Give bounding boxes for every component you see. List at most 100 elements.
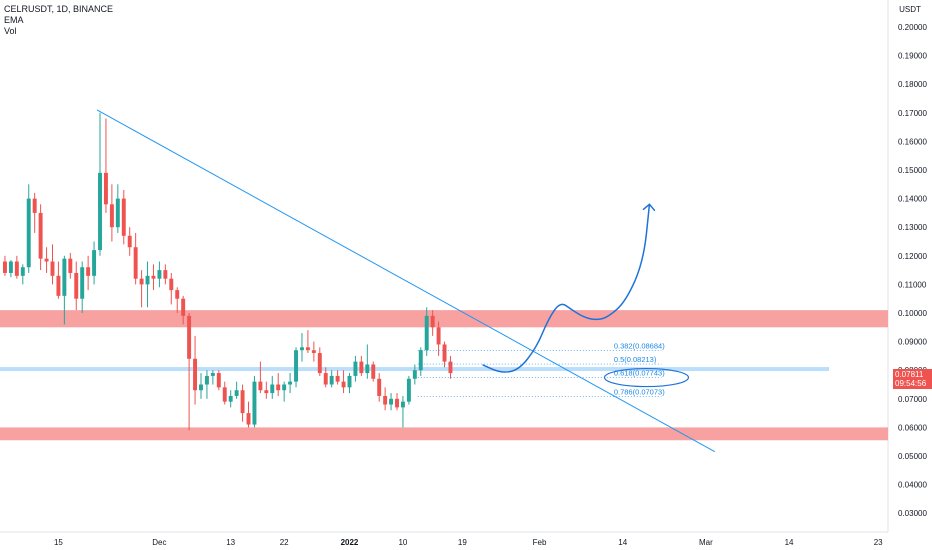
candle-body[interactable] [276,384,281,391]
time-tick-label: 15 [54,538,63,547]
candle-body[interactable] [163,270,168,279]
candle-body[interactable] [38,212,43,259]
candle-body[interactable] [300,347,304,351]
candle-body[interactable] [442,344,447,362]
candle-body[interactable] [400,401,405,408]
time-tick-label: 2022 [341,538,359,547]
candle-body[interactable] [335,375,340,382]
candle-body[interactable] [44,258,49,262]
candle-body[interactable] [26,198,31,268]
candle-body[interactable] [395,398,399,408]
candle-body[interactable] [14,261,19,276]
candle-body[interactable] [222,387,227,402]
fib-level-label: 0.786(0.07073) [614,388,665,397]
candle-body[interactable] [50,261,55,276]
candle-body[interactable] [294,350,298,382]
price-tick-label: 0.03000 [898,509,927,518]
candle-body[interactable] [288,381,293,385]
candle-body[interactable] [109,204,114,228]
candle-body[interactable] [216,373,221,388]
ema-indicator-label[interactable]: EMA [4,15,24,25]
vol-indicator-label[interactable]: Vol [4,26,17,36]
projected-path[interactable] [482,203,651,373]
candle-body[interactable] [371,364,376,379]
candle-body[interactable] [68,258,73,273]
candle-body[interactable] [169,278,174,291]
candle-body[interactable] [199,384,203,391]
candle-body[interactable] [240,390,245,414]
candle-body[interactable] [133,247,138,279]
candle-body[interactable] [418,350,423,371]
candle-body[interactable] [406,378,411,402]
candle-body[interactable] [353,361,358,376]
candle-body[interactable] [56,275,61,296]
candle-body[interactable] [341,381,346,388]
candle-body[interactable] [74,272,79,299]
fib-highlight-ellipse[interactable] [603,367,690,388]
candle-body[interactable] [175,290,180,299]
candle-body[interactable] [234,390,239,396]
candle-body[interactable] [264,390,269,394]
candle-body[interactable] [424,315,429,351]
candle-body[interactable] [305,347,310,351]
candle-body[interactable] [204,375,209,385]
candle-body[interactable] [3,261,7,273]
candle-body[interactable] [32,198,37,213]
price-tick-label: 0.16000 [898,137,927,146]
candle-body[interactable] [187,315,192,359]
candle-body[interactable] [193,358,198,391]
price-tick-label: 0.12000 [898,252,927,261]
candle-body[interactable] [151,275,156,279]
candle-body[interactable] [311,350,316,354]
candle-body[interactable] [8,261,13,273]
candle-body[interactable] [448,361,453,374]
candle-body[interactable] [329,375,334,385]
price-tick-label: 0.19000 [898,52,927,61]
candle-body[interactable] [86,267,91,276]
candle-body[interactable] [145,275,150,285]
candle-body[interactable] [62,258,67,296]
candle-body[interactable] [377,378,382,396]
time-tick-label: 22 [280,538,289,547]
price-tick-label: 0.18000 [898,80,927,89]
candle-body[interactable] [347,375,352,388]
candle-body[interactable] [181,298,186,316]
candle-body[interactable] [139,278,144,285]
chart-legend: CELRUSDT, 1D, BINANCE EMA Vol [4,4,113,37]
candle-body[interactable] [127,235,132,248]
candle-body[interactable] [20,267,25,276]
candle-body[interactable] [436,327,441,345]
candle-body[interactable] [121,198,126,236]
candle-body[interactable] [282,384,287,391]
projection-arrowhead [642,203,656,212]
current-price-value: 0.07811 [895,370,924,379]
candle-body[interactable] [252,381,257,425]
candle-body[interactable] [412,370,417,379]
candle-body[interactable] [258,381,263,391]
zone-red-2[interactable] [0,427,888,441]
candle-body[interactable] [383,395,388,405]
candle-body[interactable] [103,172,108,205]
candle-body[interactable] [359,361,364,374]
fib-level-label: 0.5(0.08213) [614,355,657,364]
candle-body[interactable] [98,172,102,251]
candle-body[interactable] [210,373,215,376]
candle-body[interactable] [365,364,370,374]
candle-body[interactable] [246,413,251,425]
zone-red-0[interactable] [0,310,888,328]
candle-body[interactable] [92,250,97,276]
descending-trendline[interactable] [96,109,716,453]
candle-body[interactable] [317,353,322,374]
candle-body[interactable] [270,384,275,394]
candle-body[interactable] [157,270,162,279]
candle-body[interactable] [389,398,394,405]
candle-body[interactable] [430,315,435,328]
symbol-title[interactable]: CELRUSDT, 1D, BINANCE [4,4,114,14]
candle-body[interactable] [115,198,120,228]
candle-body[interactable] [228,395,233,402]
time-tick-label: 19 [458,538,467,547]
candle-body[interactable] [80,267,85,299]
fib-level-label: 0.382(0.08684) [614,342,665,351]
candle-body[interactable] [323,373,328,385]
